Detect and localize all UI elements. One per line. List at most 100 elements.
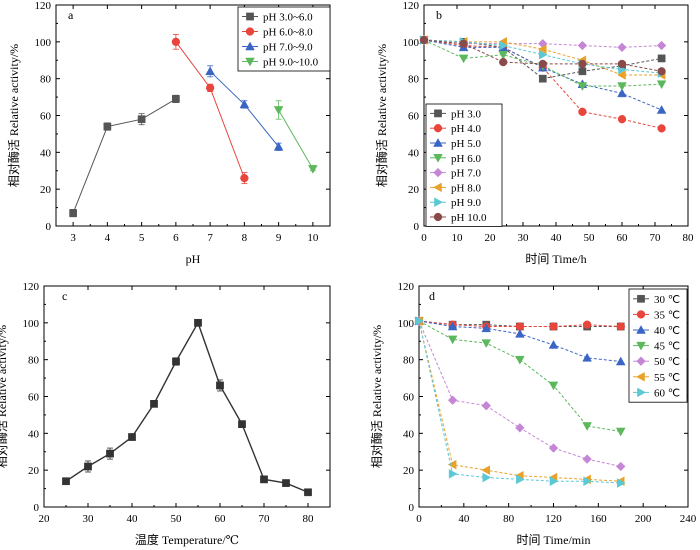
data-point: [62, 477, 70, 486]
y-tick-label: 100: [403, 37, 420, 49]
data-point: [238, 420, 246, 428]
series-0: [69, 94, 180, 218]
data-point: [282, 479, 290, 487]
legend: pH 3.0 pH 4.0 pH 5.0 pH 6.0 pH 7.0 pH 8.0 pH 9…: [425, 103, 503, 227]
data-point: [616, 322, 625, 331]
y-tick-label: 60: [408, 111, 420, 123]
legend-marker: [246, 12, 254, 21]
legend-label: pH 9.0: [451, 197, 481, 209]
legend-label: 50 ℃: [654, 356, 680, 368]
x-tick-label: 20: [39, 513, 51, 525]
data-point: [582, 352, 592, 362]
y-tick-label: 60: [40, 111, 52, 123]
x-tick-label: 40: [458, 513, 470, 525]
legend-label: 35 ℃: [654, 309, 680, 321]
legend-label: 40 ℃: [654, 325, 680, 337]
y-tick-label: 20: [403, 465, 415, 477]
data-point: [617, 42, 627, 53]
series-3: [273, 100, 318, 174]
legend-label: 55 ℃: [654, 372, 680, 384]
data-point: [656, 105, 667, 114]
data-point: [103, 122, 112, 131]
x-tick-label: 30: [518, 232, 530, 244]
series-line: [65, 321, 309, 493]
legend-item: pH 6.0: [430, 153, 481, 165]
data-point: [239, 99, 250, 109]
x-tick-label: 70: [259, 513, 271, 525]
y-axis-title: 相对酶活 Relative activity/%: [369, 325, 384, 468]
data-point: [615, 356, 626, 366]
legend-item: pH 9.0: [430, 197, 481, 209]
legend-item: pH 3.0: [430, 108, 481, 120]
y-tick-label: 40: [408, 147, 420, 159]
legend-label: pH 6.0: [451, 153, 481, 165]
legend-label: pH 3.0: [451, 108, 481, 120]
data-point: [577, 40, 588, 51]
data-point: [447, 395, 458, 405]
data-point: [419, 35, 429, 45]
legend-label: 45 ℃: [654, 341, 680, 353]
legend-marker: [245, 57, 255, 67]
data-point: [106, 449, 114, 458]
legend-marker: [637, 294, 645, 303]
x-tick-label: 120: [545, 513, 562, 525]
x-tick-label: 30: [83, 513, 95, 525]
data-point: [516, 474, 525, 485]
y-tick-label: 60: [28, 392, 40, 404]
data-point: [582, 454, 592, 464]
legend-label: pH 4.0: [451, 123, 481, 135]
data-point: [617, 88, 627, 98]
series-line: [278, 109, 314, 170]
legend-marker: [433, 212, 443, 222]
data-point: [481, 339, 492, 349]
data-point: [273, 141, 284, 151]
x-tick-label: 60: [215, 513, 227, 525]
data-point: [616, 478, 626, 488]
data-point: [150, 400, 158, 408]
data-point: [171, 37, 181, 46]
legend-item: 55 ℃: [633, 372, 680, 384]
legend-item: 35 ℃: [633, 309, 680, 321]
x-tick-label: 50: [171, 513, 183, 525]
panel-letter: d: [429, 289, 435, 303]
y-tick-label: 40: [28, 428, 40, 440]
data-point: [273, 106, 284, 115]
data-point: [308, 165, 318, 174]
legend-item: pH 6.0~8.0: [242, 27, 313, 39]
series-line: [175, 41, 245, 179]
data-point: [304, 488, 312, 497]
legend: 30 ℃ 35 ℃ 40 ℃ 45 ℃ 50 ℃ 55 ℃ 60 ℃: [628, 288, 688, 403]
data-point: [657, 67, 666, 76]
legend-item: pH 10.0: [430, 212, 487, 224]
data-point: [578, 67, 587, 76]
data-point: [69, 209, 77, 217]
data-point: [657, 54, 666, 63]
legend-label: pH 10.0: [451, 212, 487, 224]
data-point: [481, 465, 491, 475]
legend-marker: [245, 27, 255, 36]
legend-item: pH 9.0~10.0: [242, 57, 319, 69]
data-point: [548, 340, 559, 349]
legend-item: pH 7.0: [430, 168, 481, 180]
legend-marker: [636, 371, 645, 382]
x-tick-label: 40: [551, 232, 563, 244]
legend-marker: [636, 325, 646, 334]
x-axis-title: 时间 Time/h: [525, 252, 586, 266]
series-7: [419, 35, 666, 76]
data-point: [205, 83, 215, 93]
data-point: [656, 80, 667, 90]
legend: pH 3.0~6.0 pH 6.0~8.0 pH 7.0~9.0 pH 9.0~10.…: [237, 6, 331, 72]
series-0: [62, 318, 312, 497]
legend-marker: [434, 197, 443, 208]
data-point: [515, 355, 525, 365]
data-point: [578, 107, 587, 116]
x-tick-label: 10: [452, 232, 464, 244]
x-axis-title: 时间 Time/min: [517, 533, 591, 547]
x-tick-label: 160: [590, 513, 607, 525]
panel-letter: a: [68, 8, 74, 22]
data-point: [458, 54, 469, 64]
y-tick-label: 120: [403, 0, 420, 12]
y-axis-title: 相对酶活 Relative activity/%: [374, 44, 389, 187]
